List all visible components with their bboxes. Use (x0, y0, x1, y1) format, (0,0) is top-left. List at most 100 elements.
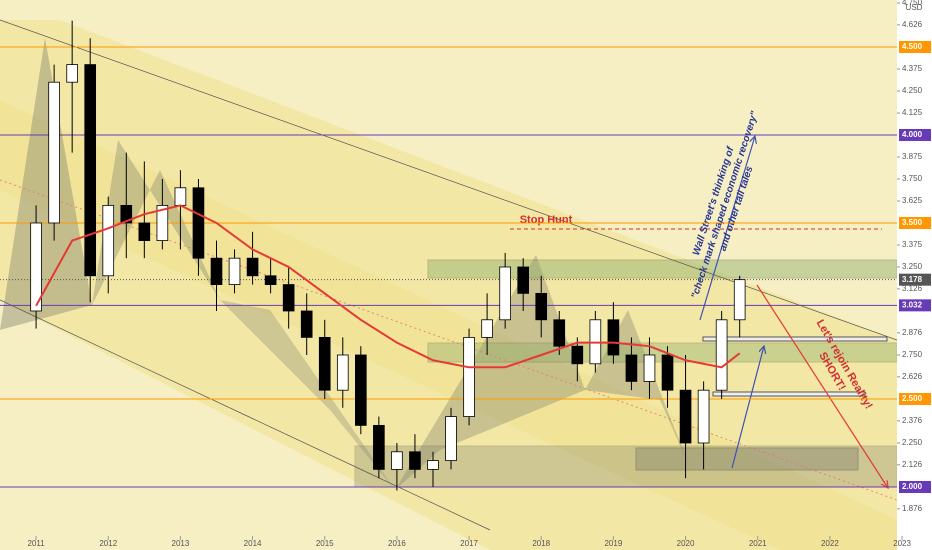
level-label: 3.032 (902, 300, 923, 309)
level-label: 2.000 (902, 482, 923, 491)
x-tick-label: 2017 (460, 539, 478, 548)
candle-body (264, 275, 277, 285)
candle-body (697, 389, 710, 444)
x-tick-label: 2018 (532, 539, 550, 548)
y-tick-label: 1.876 (902, 504, 923, 513)
candle-body (373, 424, 385, 470)
trend-line (0, 179, 898, 501)
candle-body (102, 204, 115, 277)
candle-body (318, 336, 331, 391)
candle-body (228, 257, 241, 285)
y-tick-label: 2.750 (902, 350, 923, 359)
candle-body (336, 354, 349, 391)
candle-body (427, 460, 439, 470)
arrow (699, 136, 755, 321)
channel (0, 100, 897, 550)
x-tick-label: 2019 (604, 539, 622, 548)
candle-body (282, 284, 295, 312)
candle-body (300, 310, 313, 338)
candle-body (210, 257, 223, 285)
candle-body (66, 64, 78, 83)
candle-body (445, 416, 457, 461)
zone (635, 447, 859, 471)
y-tick-label: 4.626 (902, 20, 923, 29)
trend-line (0, 299, 491, 531)
level-label: 2.500 (902, 394, 923, 403)
zone (427, 259, 898, 279)
y-tick-label: 3.875 (902, 152, 923, 161)
x-tick-label: 2020 (677, 539, 695, 548)
candle-body (517, 266, 530, 294)
level-label-bg (899, 299, 931, 312)
y-tick-label: 2.876 (902, 328, 923, 337)
y-tick-label: 4.250 (902, 86, 923, 95)
y-tick-label: 2.626 (902, 372, 923, 381)
level-label-bg (899, 40, 931, 53)
candle-body (571, 345, 584, 365)
level-label: 4.000 (902, 130, 923, 139)
annotation: Stop Hunt (520, 214, 573, 226)
candle-body (355, 354, 367, 426)
level-label-bg (899, 128, 931, 141)
x-tick-label: 2015 (316, 539, 334, 548)
level-label-bg (899, 273, 931, 286)
candle-body (391, 451, 403, 470)
moving-average (35, 204, 741, 369)
candle-body (679, 389, 692, 444)
candle-body (553, 319, 566, 347)
y-tick-label: 3.250 (902, 262, 923, 271)
candle-body (138, 222, 151, 241)
currency: USD (906, 3, 923, 12)
x-tick-label: 2016 (388, 539, 406, 548)
candle-body (84, 64, 97, 277)
arrow (731, 346, 764, 469)
candle-body (535, 292, 548, 321)
y-tick-label: 3.126 (902, 284, 923, 293)
x-tick-label: 2023 (893, 539, 911, 548)
harmonic-pattern (0, 38, 92, 330)
level-label-bg (899, 480, 931, 493)
x-tick-label: 2022 (821, 539, 839, 548)
level-label: 4.500 (902, 42, 923, 51)
candle-body (481, 319, 493, 338)
x-tick-label: 2014 (244, 539, 262, 548)
harmonic-pattern (92, 140, 220, 305)
y-tick-label: 4.125 (902, 108, 923, 117)
level-label-bg (899, 392, 931, 405)
candle-body (625, 354, 638, 382)
x-tick-label: 2012 (99, 539, 117, 548)
x-tick-label: 2011 (27, 539, 45, 548)
candle-body (607, 319, 620, 356)
level-label: 3.178 (902, 275, 923, 284)
y-tick-label: 2.250 (902, 438, 923, 447)
y-tick-label: 2.376 (902, 416, 923, 425)
y-tick-label: 3.375 (902, 240, 923, 249)
x-tick-label: 2021 (749, 539, 767, 548)
level-label: 3.500 (902, 218, 923, 227)
candle-body (715, 319, 728, 391)
candle-body (661, 354, 674, 391)
arrow (756, 284, 888, 488)
y-tick-label: 2.126 (902, 460, 923, 469)
candle-body (156, 204, 169, 241)
zone (712, 391, 866, 397)
candle-body (174, 187, 187, 206)
candle-body (409, 451, 421, 470)
x-tick-label: 2013 (172, 539, 190, 548)
y-tick-label: 4.750 (902, 0, 923, 7)
candle-body (120, 204, 133, 224)
candle-body (246, 257, 259, 277)
candle-body (463, 336, 475, 417)
y-tick-label: 4.375 (902, 64, 923, 73)
level-label-bg (899, 216, 931, 229)
y-tick-label: 3.625 (902, 196, 923, 205)
candle-body (499, 266, 511, 321)
y-tick-label: 3.750 (902, 174, 923, 183)
candle-body (733, 279, 746, 321)
candle-body (643, 354, 656, 382)
zone (702, 336, 888, 342)
candle-body (30, 222, 42, 312)
candle-body (192, 187, 205, 259)
